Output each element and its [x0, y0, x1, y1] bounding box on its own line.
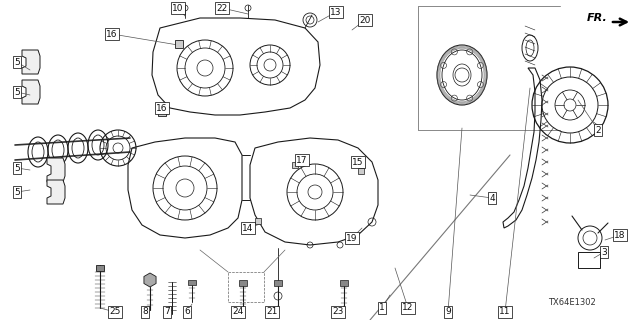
Bar [340, 280, 348, 286]
Bar [292, 162, 298, 168]
Bar [158, 108, 166, 116]
Bar [578, 252, 600, 268]
Text: 23: 23 [332, 308, 344, 316]
Text: 16: 16 [106, 29, 118, 38]
Text: 5: 5 [14, 58, 20, 67]
Text: TX64E1302: TX64E1302 [548, 298, 596, 307]
Text: 13: 13 [330, 7, 342, 17]
Bar [188, 280, 196, 285]
Bar [358, 168, 364, 174]
Text: 3: 3 [601, 247, 607, 257]
Text: 20: 20 [359, 15, 371, 25]
Text: 17: 17 [296, 156, 308, 164]
Text: 9: 9 [445, 308, 451, 316]
Bar [175, 40, 183, 48]
Text: 22: 22 [216, 4, 228, 12]
Bar [239, 280, 247, 286]
Text: 24: 24 [232, 308, 244, 316]
Text: 8: 8 [142, 308, 148, 316]
Polygon shape [47, 158, 65, 182]
Text: 18: 18 [614, 230, 626, 239]
Text: 15: 15 [352, 157, 364, 166]
Text: 14: 14 [243, 223, 253, 233]
Text: 16: 16 [156, 103, 168, 113]
Bar [96, 265, 104, 271]
Text: 19: 19 [346, 234, 358, 243]
Text: 5: 5 [14, 164, 20, 172]
Text: 25: 25 [109, 308, 121, 316]
Text: FR.: FR. [588, 13, 608, 23]
Bar [274, 280, 282, 286]
Text: 1: 1 [379, 303, 385, 313]
Text: 7: 7 [164, 308, 170, 316]
Polygon shape [22, 50, 40, 74]
Text: 11: 11 [499, 308, 511, 316]
Text: 5: 5 [14, 188, 20, 196]
Bar [255, 218, 261, 224]
Text: 10: 10 [172, 4, 184, 12]
Polygon shape [47, 180, 65, 204]
Polygon shape [22, 80, 40, 104]
Text: 4: 4 [489, 194, 495, 203]
Text: 21: 21 [266, 308, 278, 316]
Text: 12: 12 [403, 303, 413, 313]
Text: 5: 5 [14, 87, 20, 97]
Bar [228, 272, 264, 302]
Text: 6: 6 [184, 308, 190, 316]
Text: 2: 2 [595, 125, 601, 134]
